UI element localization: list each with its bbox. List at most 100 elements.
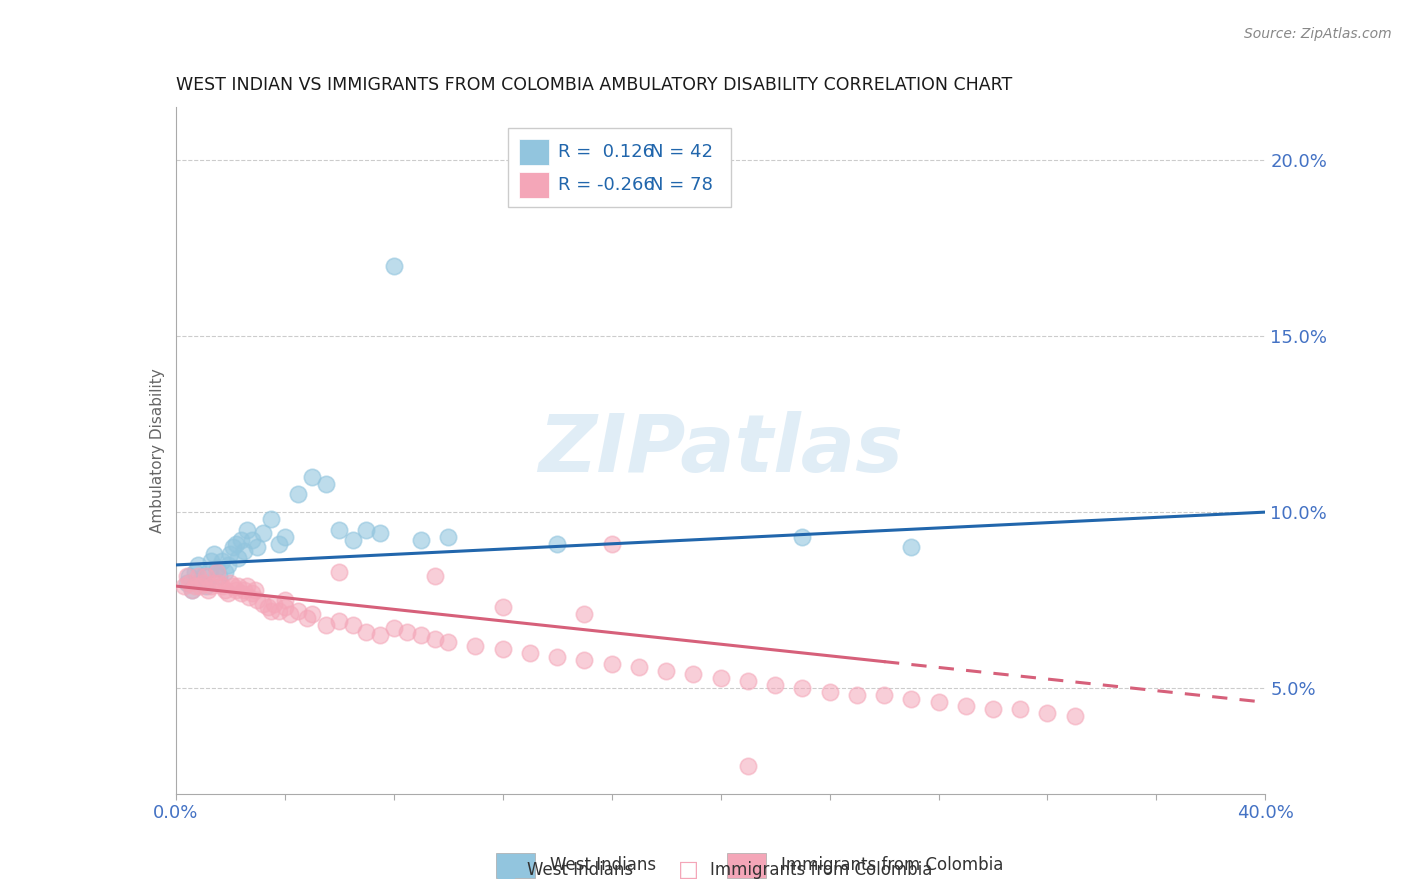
Point [208,575,231,590]
Text: Immigrants from Colombia: Immigrants from Colombia [710,861,932,879]
Point [519,646,541,660]
FancyBboxPatch shape [727,853,766,878]
Point [211,579,233,593]
Point [600,657,623,671]
Point [368,628,391,642]
Point [257,600,280,615]
Point [191,575,214,590]
Point [792,530,814,544]
Point [205,561,228,575]
Point [231,533,253,548]
Text: Immigrants from Colombia: Immigrants from Colombia [782,856,1004,874]
Point [269,537,291,551]
Point [278,607,301,622]
Text: N = 78: N = 78 [650,177,713,194]
Point [219,575,242,590]
Point [197,582,219,597]
Point [184,579,207,593]
Point [202,547,225,561]
Point [225,582,247,597]
Point [176,575,198,590]
Text: N = 42: N = 42 [650,144,713,161]
Point [222,541,245,555]
Point [1036,706,1059,720]
Point [191,568,214,582]
Point [464,639,486,653]
Point [181,582,204,597]
Point [173,579,195,593]
Text: R = -0.266: R = -0.266 [558,177,655,194]
Point [423,632,446,646]
Point [492,642,515,657]
FancyBboxPatch shape [496,853,536,878]
Point [194,568,217,582]
Point [655,664,678,678]
Point [274,593,297,607]
Point [235,579,257,593]
Point [315,477,337,491]
Point [356,624,378,639]
Point [437,530,460,544]
Point [205,565,228,579]
Point [228,579,250,593]
Point [232,582,254,597]
Point [179,568,201,582]
Point [873,688,896,702]
Point [546,649,568,664]
Text: R =  0.126: R = 0.126 [558,144,654,161]
Point [301,607,323,622]
Point [301,470,323,484]
Point [252,597,274,611]
Point [184,565,207,579]
Point [194,579,217,593]
Point [287,487,309,501]
Point [217,586,239,600]
Point [186,558,209,572]
Text: WEST INDIAN VS IMMIGRANTS FROM COLOMBIA AMBULATORY DISABILITY CORRELATION CHART: WEST INDIAN VS IMMIGRANTS FROM COLOMBIA … [176,77,1012,95]
Point [437,635,460,649]
Point [682,667,704,681]
Point [627,660,650,674]
Point [792,681,814,696]
Text: □: □ [496,860,516,880]
Point [1010,702,1032,716]
Point [240,533,263,548]
Point [295,611,318,625]
Point [574,607,596,622]
Y-axis label: Ambulatory Disability: Ambulatory Disability [149,368,165,533]
Point [356,523,378,537]
Point [955,698,977,713]
Point [409,533,432,548]
Text: Source: ZipAtlas.com: Source: ZipAtlas.com [1244,27,1392,41]
Point [197,565,219,579]
Point [315,617,337,632]
Point [202,575,225,590]
Point [287,604,309,618]
Point [396,624,419,639]
Point [200,579,222,593]
Point [214,565,236,579]
Point [710,671,733,685]
Point [228,550,250,565]
Point [737,758,759,772]
Point [328,615,350,629]
Point [845,688,868,702]
Point [222,579,245,593]
Point [252,526,274,541]
Point [818,684,841,698]
Point [600,537,623,551]
Point [981,702,1004,716]
Point [231,586,253,600]
Point [246,541,269,555]
Point [328,565,350,579]
Point [214,582,236,597]
Point [492,600,515,615]
Point [211,554,233,568]
Point [274,600,297,615]
Point [208,568,231,582]
Point [260,512,283,526]
Point [737,674,759,689]
Point [900,541,922,555]
Point [219,547,242,561]
Point [342,533,364,548]
